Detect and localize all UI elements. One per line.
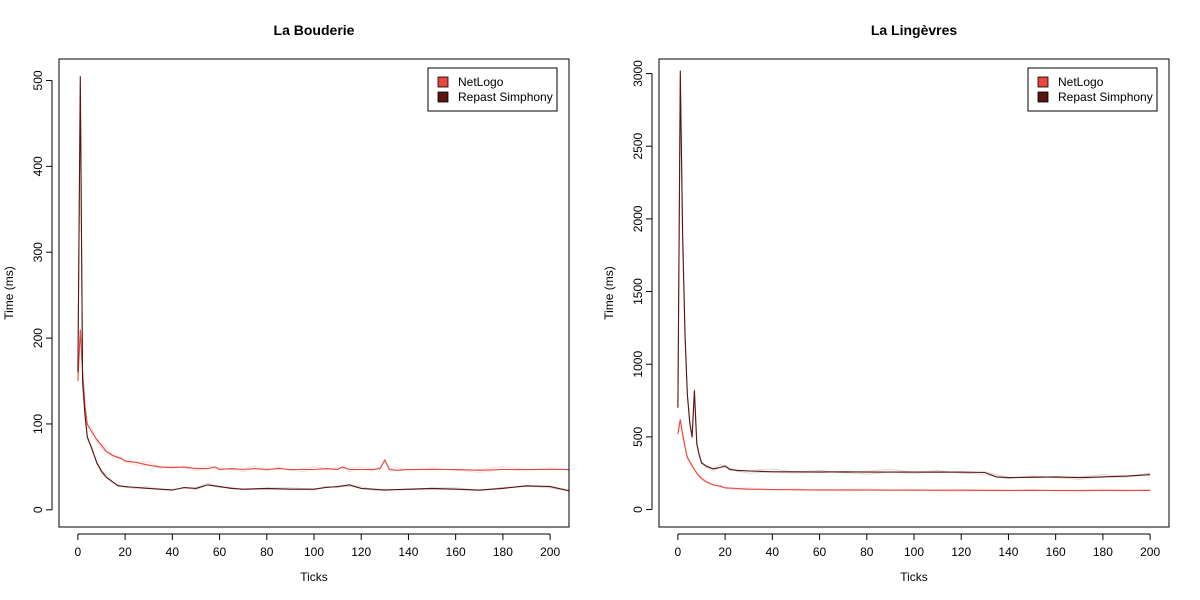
y-tick-label: 500 [31, 70, 45, 90]
series-line-netlogo [677, 419, 1151, 492]
y-tick-label: 500 [631, 427, 645, 447]
y-axis: 0 500 1000 1500 2000 2500 3000 [631, 60, 653, 513]
legend-swatch-repast-simphony [437, 91, 449, 103]
chart-title: La Lingèvres [871, 22, 958, 38]
y-axis-label: Time (ms) [2, 266, 16, 320]
x-tick-label: 200 [540, 545, 560, 559]
x-tick-label: 20 [118, 545, 132, 559]
x-tick-label: 100 [304, 545, 324, 559]
x-tick-label: 180 [493, 545, 513, 559]
chart-panel-la-bouderie: La Bouderie 0 20 40 60 80 100 120 140 160 180 200 Ti… [2, 22, 570, 584]
plot-frame [58, 58, 570, 528]
x-tick-label: 0 [75, 545, 82, 559]
legend-swatch-netlogo [437, 76, 449, 88]
x-tick-label: 40 [766, 545, 780, 559]
legend-swatch-repast-simphony [1037, 91, 1049, 103]
series-replicate-netlogo [77, 334, 569, 472]
x-tick-label: 80 [260, 545, 274, 559]
x-tick-label: 120 [351, 545, 371, 559]
legend-label: NetLogo [458, 75, 504, 89]
y-tick-label: 200 [31, 328, 45, 348]
series-replicate-netlogo [677, 420, 1151, 493]
chart-title: La Bouderie [274, 22, 355, 38]
x-tick-label: 20 [718, 545, 732, 559]
series-replicate-repast-simphony [77, 89, 569, 491]
series-replicate-repast-simphony [677, 83, 1151, 479]
x-tick-label: 140 [998, 545, 1018, 559]
y-tick-label: 0 [631, 506, 645, 513]
series-line-netlogo [77, 329, 569, 471]
x-tick-label: 160 [1046, 545, 1066, 559]
y-tick-label: 1000 [631, 351, 645, 378]
x-tick-label: 60 [213, 545, 227, 559]
legend-label: NetLogo [1058, 75, 1104, 89]
series-lines [77, 76, 569, 492]
legend-box [427, 67, 558, 112]
plot-frame [658, 58, 1170, 528]
x-tick-label: 160 [446, 545, 466, 559]
series-replicate-repast-simphony [677, 77, 1151, 480]
x-tick-label: 120 [951, 545, 971, 559]
x-tick-label: 200 [1140, 545, 1160, 559]
y-tick-label: 100 [31, 414, 45, 434]
series-replicate-netlogo [77, 332, 569, 474]
x-tick-label: 40 [166, 545, 180, 559]
y-tick-label: 300 [31, 242, 45, 262]
x-tick-label: 100 [904, 545, 924, 559]
chart-panel-la-lingevres: La Lingèvres 0 20 40 60 80 100 120 140 160 180 200 T… [602, 22, 1170, 584]
series-line-repast-simphony [677, 70, 1151, 479]
y-tick-label: 1500 [631, 278, 645, 305]
series-replicate-repast-simphony [77, 83, 569, 492]
legend-swatch-netlogo [1037, 76, 1049, 88]
x-axis-label: Ticks [300, 570, 328, 584]
x-tick-label: 140 [398, 545, 418, 559]
y-tick-label: 3000 [631, 60, 645, 87]
y-axis-label: Time (ms) [602, 266, 616, 320]
legend-label: Repast Simphony [1058, 90, 1153, 104]
y-tick-label: 400 [31, 156, 45, 176]
y-tick-label: 2000 [631, 205, 645, 232]
y-tick-label: 0 [31, 506, 45, 513]
series-lines [677, 70, 1151, 493]
x-tick-label: 180 [1093, 545, 1113, 559]
x-axis: 0 20 40 60 80 100 120 140 160 180 200 [675, 533, 1160, 559]
x-tick-label: 80 [860, 545, 874, 559]
legend-label: Repast Simphony [458, 90, 553, 104]
y-tick-label: 2500 [631, 133, 645, 160]
series-line-repast-simphony [77, 76, 569, 492]
x-axis-label: Ticks [900, 570, 928, 584]
y-axis: 0 100 200 300 400 500 [31, 70, 53, 513]
x-tick-label: 0 [675, 545, 682, 559]
x-axis: 0 20 40 60 80 100 120 140 160 180 200 [75, 533, 560, 559]
legend-box [1027, 67, 1158, 112]
series-replicate-netlogo [677, 422, 1151, 492]
x-tick-label: 60 [813, 545, 827, 559]
